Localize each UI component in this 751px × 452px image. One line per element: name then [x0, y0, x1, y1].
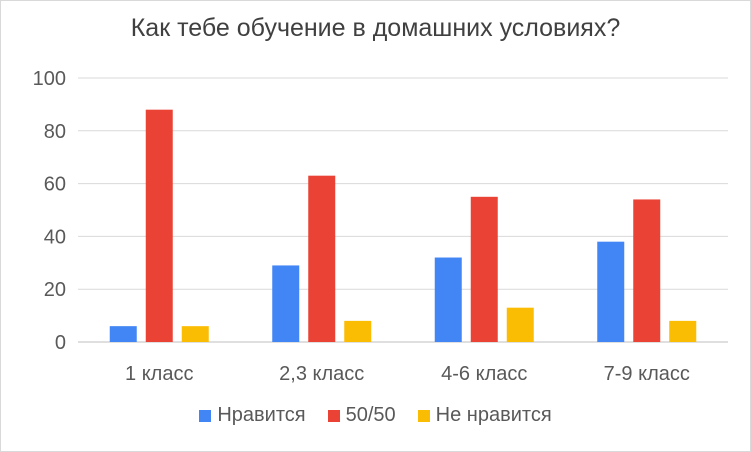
- legend-item: Нравится: [199, 404, 306, 427]
- legend-label: 50/50: [345, 404, 396, 426]
- y-axis: 0 20 40 60 80 100: [33, 68, 66, 354]
- bar-1: [597, 241, 625, 342]
- bar-1: [109, 326, 137, 342]
- bar-2: [308, 175, 336, 342]
- bar-2: [145, 109, 173, 343]
- legend-label: Не нравится: [435, 404, 552, 426]
- y-tick-label: 100: [33, 68, 66, 90]
- bar-3: [506, 307, 534, 342]
- chart-title: Как тебе обучение в домашних условиях?: [130, 14, 621, 42]
- y-tick-label: 80: [44, 121, 66, 143]
- y-tick-label: 40: [44, 226, 66, 248]
- bar-1: [272, 265, 300, 342]
- bar-3: [669, 320, 697, 342]
- legend: Нравится 50/50 Не нравится: [0, 404, 751, 427]
- x-tick-label: 2,3 класс: [279, 363, 364, 385]
- x-axis: 1 класс 2,3 класс 4-6 класс 7-9 класс: [125, 363, 690, 385]
- bar-2: [633, 199, 661, 342]
- legend-swatch: [327, 409, 340, 422]
- bars: [109, 109, 697, 343]
- bar-1: [434, 257, 462, 342]
- legend-item: Не нравится: [417, 404, 552, 427]
- x-tick-label: 7-9 класс: [604, 363, 690, 385]
- legend-item: 50/50: [327, 404, 396, 427]
- y-tick-label: 0: [55, 332, 66, 354]
- x-tick-label: 4-6 класс: [441, 363, 527, 385]
- y-tick-label: 20: [44, 279, 66, 301]
- gridlines: [78, 77, 728, 343]
- bar-3: [181, 326, 209, 342]
- y-tick-label: 60: [44, 174, 66, 196]
- bar-2: [470, 196, 498, 342]
- legend-swatch: [417, 409, 430, 422]
- x-tick-label: 1 класс: [125, 363, 193, 385]
- legend-label: Нравится: [217, 404, 306, 426]
- bar-3: [344, 320, 372, 342]
- legend-swatch: [199, 409, 212, 422]
